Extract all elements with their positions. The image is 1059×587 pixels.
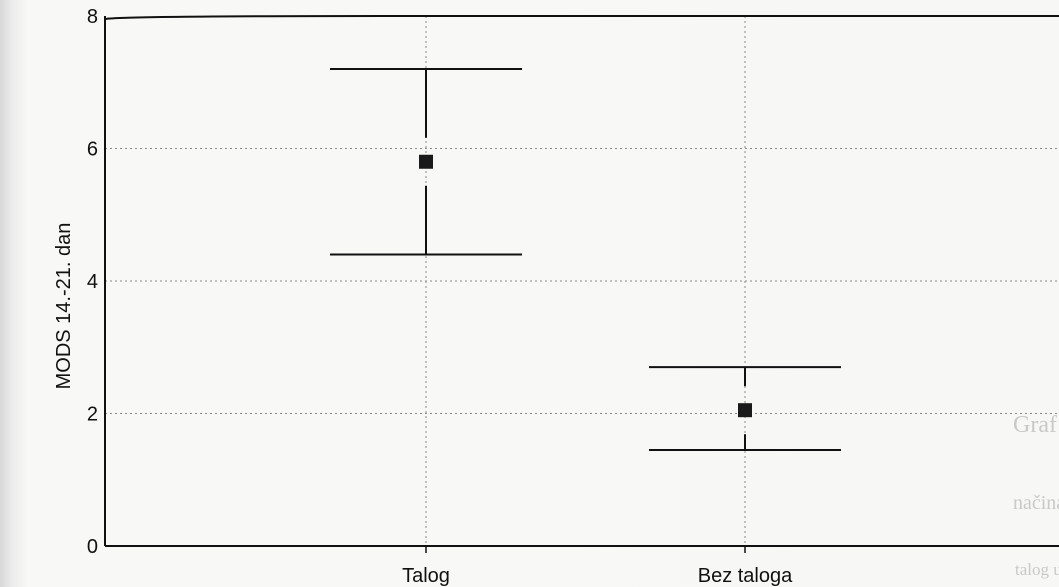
top-frame-line — [104, 15, 1059, 20]
background-text-1: Graf 13 — [1013, 412, 1059, 438]
x-category-label-0: Talog — [402, 565, 450, 587]
mean-point-0 — [419, 154, 433, 169]
label-layer: 0 2 4 6 8 Talog Bez taloga MODS 14.-21. dan — [53, 6, 793, 587]
grid-layer — [105, 16, 1059, 546]
error-bar-0 — [330, 68, 522, 256]
background-text-2: načina — [1013, 492, 1059, 514]
background-text-3: talog u — [1015, 560, 1059, 579]
y-tick-label-0: 0 — [87, 536, 98, 558]
error-bar-1 — [649, 366, 841, 451]
y-tick-label-4: 4 — [87, 271, 98, 293]
mean-point-1 — [738, 403, 752, 418]
y-tick-label-8: 8 — [87, 6, 98, 28]
x-category-label-1: Bez taloga — [698, 565, 793, 587]
y-tick-label-2: 2 — [87, 404, 98, 426]
y-tick-label-6: 6 — [87, 139, 98, 161]
data-layer — [330, 68, 841, 451]
y-axis-title: MODS 14.-21. dan — [53, 223, 75, 390]
axis-layer — [104, 15, 1059, 553]
